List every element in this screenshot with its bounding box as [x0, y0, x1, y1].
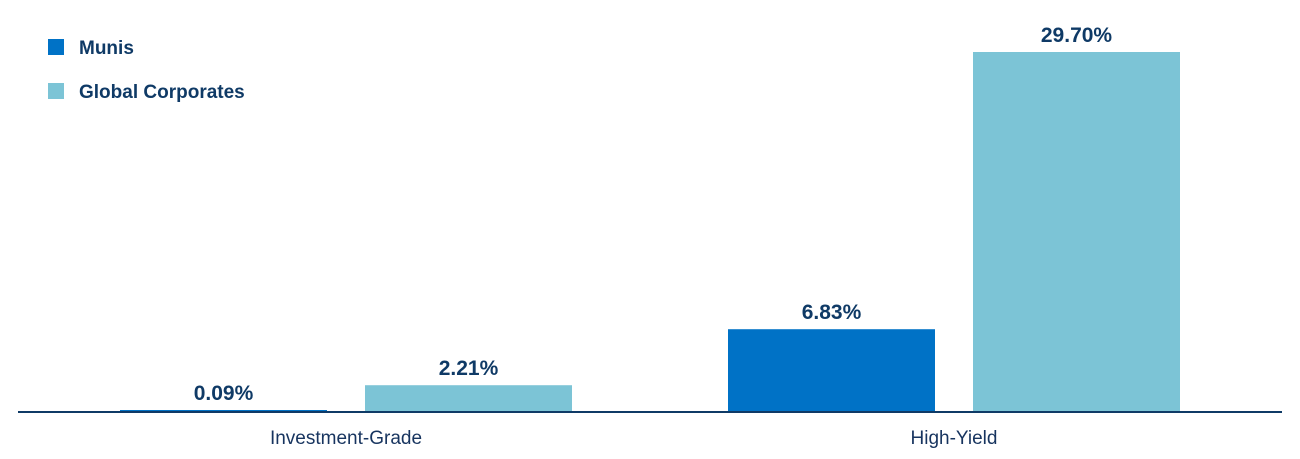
- legend: Munis Global Corporates: [48, 38, 245, 103]
- bar-global-corporates-high-yield: [973, 52, 1180, 412]
- value-label: 2.21%: [439, 357, 499, 380]
- bars-layer: [120, 52, 1180, 412]
- legend-swatch: [48, 83, 64, 99]
- legend-label: Global Corporates: [79, 82, 245, 103]
- value-label: 29.70%: [1041, 24, 1113, 47]
- category-labels-layer: Investment-Grade High-Yield: [270, 428, 998, 449]
- legend-swatch: [48, 39, 64, 55]
- category-label: High-Yield: [911, 428, 998, 449]
- bar-global-corporates-investment-grade: [365, 385, 572, 412]
- value-label: 0.09%: [194, 382, 254, 405]
- legend-label: Munis: [79, 38, 134, 59]
- value-label: 6.83%: [802, 301, 862, 324]
- bar-munis-high-yield: [728, 329, 935, 412]
- category-label: Investment-Grade: [270, 428, 422, 449]
- value-labels-layer: 0.09% 6.83% 2.21% 29.70%: [194, 24, 1113, 405]
